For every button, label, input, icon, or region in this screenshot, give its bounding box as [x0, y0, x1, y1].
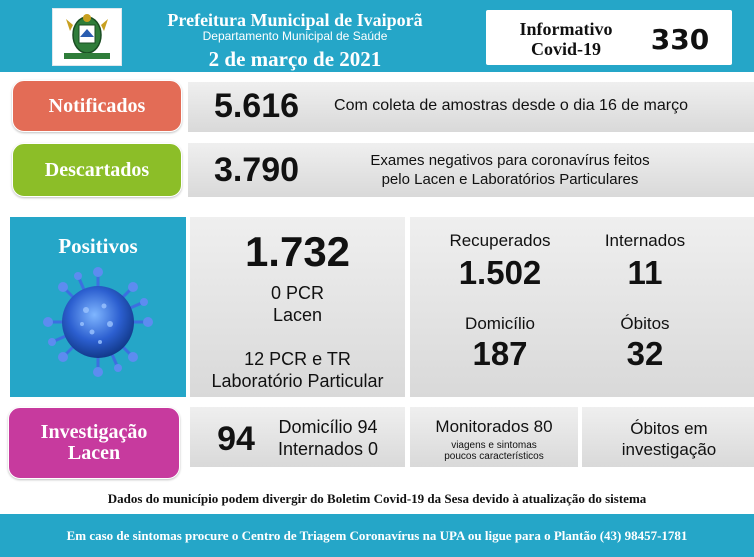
investigacao-domicilio: Domicílio 94: [278, 416, 378, 437]
investigacao-internados: Internados 0: [277, 438, 379, 459]
descartados-panel: [188, 143, 754, 197]
disclaimer-text: Dados do município podem divergir do Bol…: [107, 491, 647, 506]
notificados-panel: [188, 82, 754, 132]
footer-contact-text: Em caso de sintomas procure o Centro de …: [0, 514, 754, 557]
obitos-investigacao-line1: Óbitos em: [630, 419, 708, 438]
recuperados-value: 1.502: [458, 254, 542, 291]
investigacao-label-line2: Lacen: [67, 442, 121, 464]
investigacao-label-line1: Investigação: [40, 421, 148, 443]
positivos-pcr-lacen: 0 PCR: [270, 282, 324, 303]
investigacao-label: Investigação Lacen: [8, 407, 180, 479]
bulletin-date: 2 de março de 2021: [208, 46, 382, 71]
recuperados-label: Recuperados: [449, 231, 551, 250]
descartados-description-line1: Exames negativos para coronavírus feitos: [370, 152, 650, 169]
positivos-lab-label: Laboratório Particular: [211, 370, 384, 391]
monitorados-subtitle-line1: viagens e sintomas: [451, 440, 537, 451]
monitorados-subtitle: viagens e sintomas poucos característico…: [415, 439, 573, 463]
notificados-label: Notificados: [12, 80, 182, 132]
internados-label: Internados: [604, 231, 686, 250]
bulletin-number: 330: [650, 22, 710, 56]
positivos-breakdown-panel: [190, 217, 405, 397]
obitos-investigacao: Óbitos em investigação: [590, 417, 748, 461]
notificados-value: 5.616: [213, 86, 300, 125]
positivos-pcr-tr: 12 PCR e TR: [244, 348, 351, 369]
obitos-investigacao-line2: investigação: [621, 440, 717, 459]
obitos-value: 32: [626, 335, 664, 372]
positivos-label: Positivos: [58, 233, 138, 258]
bulletin-title-line1: Informativo: [519, 19, 613, 39]
descartados-description-line2: pelo Lacen e Laboratórios Particulares: [381, 171, 639, 188]
municipal-coat-of-arms-icon: [52, 8, 122, 66]
positivos-lacen-label: Lacen: [272, 304, 323, 325]
outcomes-panel: [410, 217, 754, 397]
org-name: Prefeitura Municipal de Ivaiporã: [167, 9, 423, 30]
obitos-investigacao-panel: [582, 407, 754, 467]
monitorados-panel: [410, 407, 578, 467]
internados-value: 11: [627, 254, 663, 291]
positivos-total: 1.732: [244, 228, 351, 275]
department-name: Departamento Municipal de Saúde: [202, 29, 388, 43]
coronavirus-icon: [38, 262, 158, 382]
monitorados-subtitle-line2: poucos característicos: [444, 451, 544, 462]
investigacao-value: 94: [217, 419, 255, 458]
monitorados-label: Monitorados 80: [435, 417, 553, 436]
descartados-description: Exames negativos para coronavírus feitos…: [330, 149, 690, 191]
bulletin-badge: [486, 10, 732, 65]
bulletin-title: Informativo Covid-19: [496, 17, 636, 61]
notificados-description: Com coleta de amostras desde o dia 16 de…: [334, 97, 688, 114]
obitos-label: Óbitos: [620, 314, 670, 333]
bulletin-title-line2: Covid-19: [530, 39, 601, 59]
investigacao-count-panel: [190, 407, 405, 467]
descartados-value: 3.790: [213, 150, 300, 189]
domicilio-label: Domicílio: [465, 314, 535, 333]
domicilio-value: 187: [472, 335, 528, 372]
descartados-label: Descartados: [12, 143, 182, 197]
